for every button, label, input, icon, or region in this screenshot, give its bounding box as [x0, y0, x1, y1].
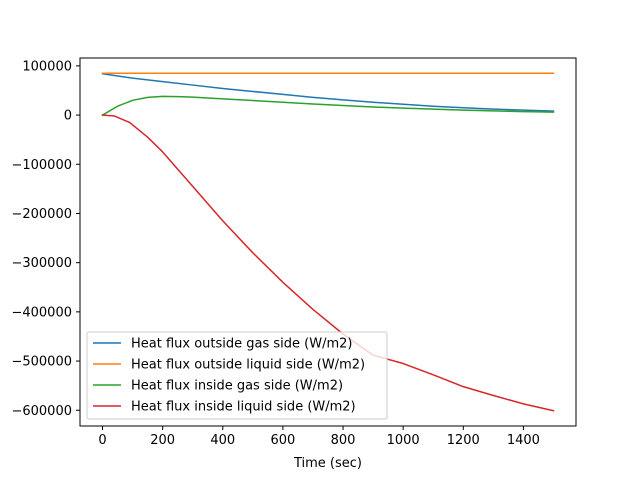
y-tick-label-3: −200000 — [11, 207, 72, 222]
y-tick-label-5: −400000 — [11, 305, 72, 320]
series-line-2 — [101, 95, 555, 117]
y-tick-label-6: −500000 — [11, 355, 72, 370]
legend-label-2: Heat flux inside gas side (W/m2) — [131, 379, 343, 394]
y-tick-label-4: −300000 — [11, 256, 72, 271]
x-tick-label-0: 0 — [98, 433, 106, 448]
x-tick-label-5: 1000 — [387, 433, 420, 448]
series-line-0 — [101, 72, 555, 112]
plot-frame — [79, 57, 577, 427]
x-axis-label: Time (sec) — [293, 456, 362, 471]
series-layer — [101, 72, 555, 412]
y-tick-label-1: 0 — [64, 109, 72, 124]
legend-label-1: Heat flux outside liquid side (W/m2) — [131, 358, 365, 373]
y-tick-label-7: −600000 — [11, 404, 72, 419]
y-tick-label-0: 100000 — [22, 59, 72, 74]
legend: Heat flux outside gas side (W/m2) Heat fl… — [86, 331, 388, 420]
x-axis-ticks: 0 200 400 600 800 1000 1200 1400 — [98, 426, 540, 448]
legend-label-0: Heat flux outside gas side (W/m2) — [131, 337, 352, 352]
x-tick-label-2: 400 — [210, 433, 235, 448]
series-line-3 — [101, 114, 555, 412]
legend-frame — [86, 331, 388, 420]
y-tick-label-2: −100000 — [11, 158, 72, 173]
x-tick-label-3: 600 — [270, 433, 295, 448]
x-tick-label-4: 800 — [331, 433, 356, 448]
x-tick-label-7: 1400 — [507, 433, 540, 448]
legend-label-3: Heat flux inside liquid side (W/m2) — [131, 400, 356, 415]
x-tick-label-6: 1200 — [447, 433, 480, 448]
y-axis-ticks: 100000 0 −100000 −200000 −300000 −400000 −5000… — [11, 59, 80, 419]
x-tick-label-1: 200 — [150, 433, 175, 448]
